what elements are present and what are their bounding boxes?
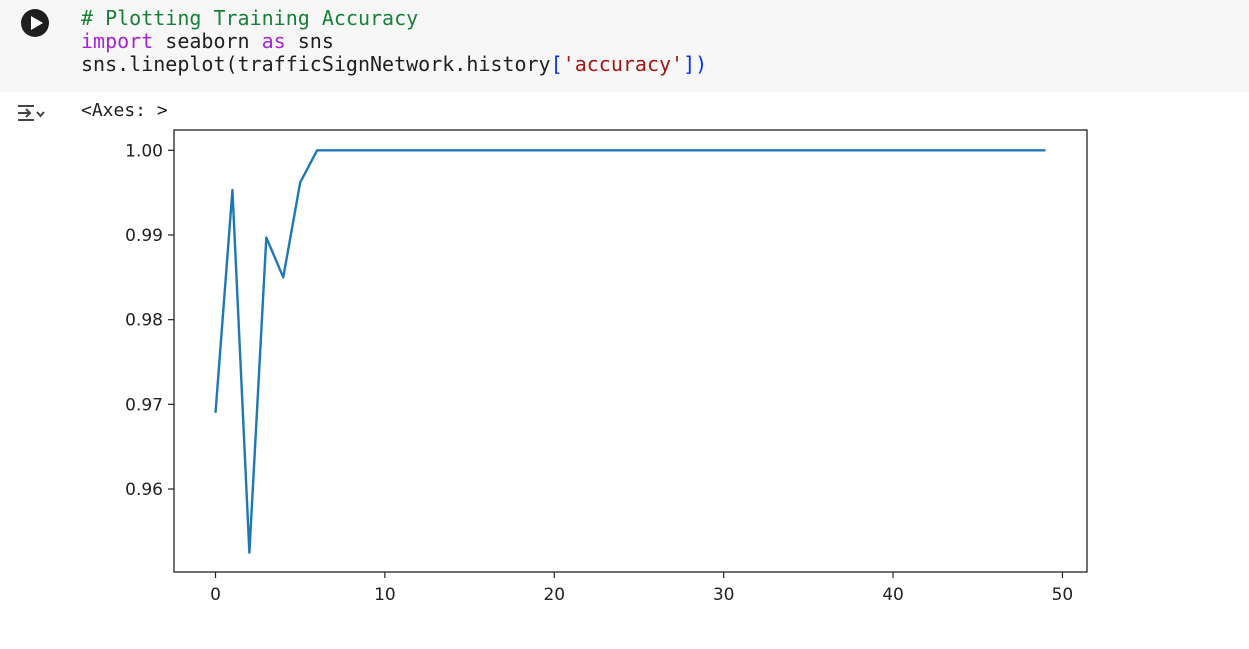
output-toggle-icon[interactable]	[16, 102, 46, 126]
y-tick-label: 1.00	[125, 141, 163, 161]
code-token: 'accuracy'	[562, 52, 684, 76]
x-tick-label: 30	[713, 585, 735, 605]
x-tick-label: 10	[374, 585, 396, 605]
code-token: sns	[285, 29, 334, 53]
output-repr-text: <Axes: >	[81, 100, 168, 121]
code-editor[interactable]: # Plotting Training Accuracy import seabo…	[81, 7, 707, 76]
code-token: [	[550, 52, 563, 76]
play-circle-icon[interactable]	[20, 8, 50, 38]
code-token: sns.lineplot(trafficSignNetwork.history	[81, 52, 551, 76]
code-cell[interactable]: # Plotting Training Accuracy import seabo…	[0, 0, 1249, 92]
x-tick-label: 0	[210, 585, 221, 605]
code-token: ])	[683, 52, 708, 76]
code-line: sns.lineplot(trafficSignNetwork.history[…	[81, 53, 707, 76]
code-line: # Plotting Training Accuracy	[81, 7, 707, 30]
x-tick-label: 20	[543, 585, 565, 605]
code-token: as	[261, 29, 286, 53]
code-token: import	[81, 29, 154, 53]
code-token: # Plotting Training Accuracy	[81, 6, 419, 30]
code-token: seaborn	[153, 29, 262, 53]
code-line: import seaborn as sns	[81, 30, 707, 53]
y-tick-label: 0.98	[125, 311, 163, 331]
x-tick-label: 40	[882, 585, 904, 605]
y-tick-label: 0.97	[125, 395, 163, 415]
y-tick-label: 0.96	[125, 480, 163, 500]
accuracy-series-line	[214, 149, 1046, 554]
y-axis: 0.96 0.97 0.98 0.99 1.00	[125, 141, 174, 500]
x-tick-label: 50	[1052, 585, 1074, 605]
plot-frame	[173, 129, 1088, 573]
y-tick-label: 0.99	[125, 226, 163, 246]
x-axis: 0 10 20 30 40 50	[210, 572, 1073, 605]
accuracy-line-chart: 0.96 0.97 0.98 0.99 1.00 0 10 20 30 40 50	[125, 129, 1088, 605]
